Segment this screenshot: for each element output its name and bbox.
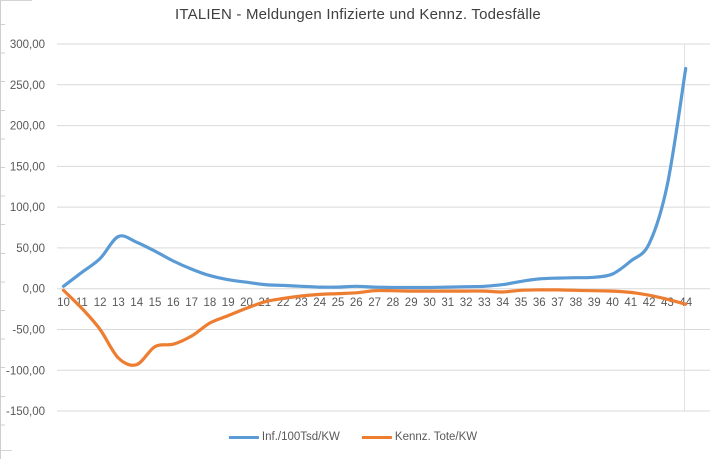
legend-label-infected: Inf./100Tsd/KW [261,431,340,443]
legend-label-deaths: Kennz. Tote/KW [394,431,478,443]
x-tick-label: 27 [368,297,381,309]
y-tick-label: 0,00 [23,284,45,296]
spreadsheet-left-gridline [0,0,1,459]
chart-title[interactable]: ITALIEN - Meldungen Infizierte und Kennz… [175,6,541,23]
spreadsheet-top-gridline-fragment [0,0,32,1]
x-tick-label: 30 [423,297,436,309]
y-tick-label: -150,00 [6,406,45,418]
x-tick-label: 42 [643,297,656,309]
legend: Inf./100Tsd/KW Kennz. Tote/KW [228,431,478,443]
y-tick-label: -50,00 [12,324,45,336]
x-tick-label: 41 [624,297,637,309]
series-line-infected[interactable] [61,66,688,290]
x-tick-label: 23 [295,297,308,309]
x-tick-label: 40 [606,297,619,309]
y-tick-label: 200,00 [10,121,45,133]
x-tick-label: 29 [405,297,418,309]
x-tick-label: 18 [204,297,217,309]
spreadsheet-bottom-gridline-fragment [0,450,12,451]
x-tick-label: 14 [130,297,143,309]
x-tick-label: 33 [478,297,491,309]
y-tick-label: 250,00 [10,80,45,92]
x-tick-label: 34 [496,297,509,309]
x-tick-label: 25 [332,297,345,309]
x-tick-label: 15 [149,297,162,309]
legend-line-marker-blue [228,435,259,439]
y-tick-label: 50,00 [16,243,45,255]
y-tick-label: 100,00 [10,202,45,214]
spreadsheet-row-ticks [1,24,5,444]
x-tick-label: 12 [94,297,107,309]
y-tick-label: 300,00 [10,39,45,51]
x-tick-label: 26 [350,297,363,309]
x-tick-label: 39 [588,297,601,309]
x-tick-label: 19 [222,297,235,309]
x-tick-label: 35 [515,297,528,309]
x-tick-label: 24 [313,297,326,309]
x-tick-label: 16 [167,297,180,309]
x-tick-label: 17 [185,297,198,309]
x-tick-label: 37 [551,297,564,309]
x-tick-label: 10 [57,297,70,309]
x-tick-label: 28 [387,297,400,309]
x-tick-label: 11 [76,297,88,309]
legend-item-infected[interactable]: Inf./100Tsd/KW [228,431,340,443]
legend-line-marker-orange [361,435,392,439]
legend-item-deaths[interactable]: Kennz. Tote/KW [361,431,478,443]
x-tick-label: 31 [441,297,454,309]
y-tick-label: -100,00 [6,365,45,377]
x-tick-label: 32 [460,297,473,309]
x-tick-label: 36 [533,297,546,309]
x-tick-label: 13 [112,297,125,309]
y-tick-label: 150,00 [10,161,45,173]
series-line-deaths[interactable] [61,288,688,367]
x-tick-label: 38 [570,297,583,309]
